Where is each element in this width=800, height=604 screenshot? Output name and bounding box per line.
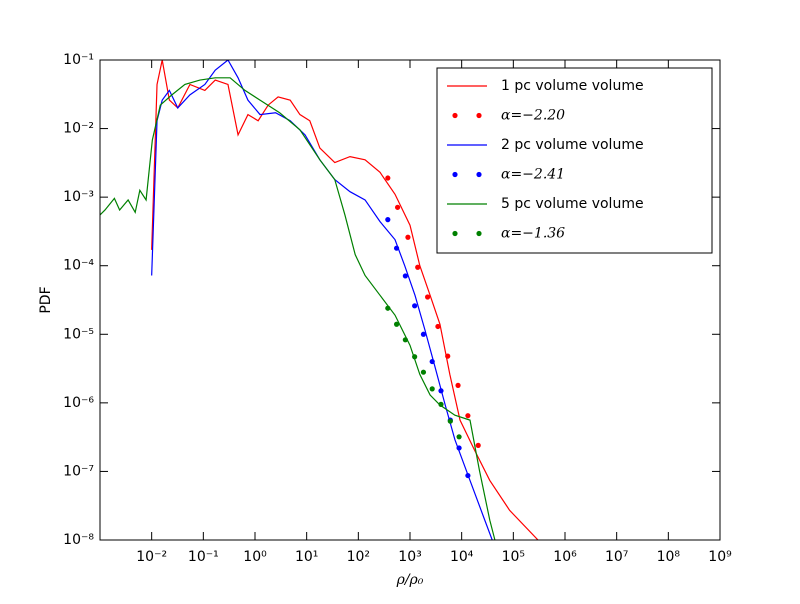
- y-tick-label: 10⁻⁸: [63, 532, 94, 548]
- fit-point: [456, 434, 462, 440]
- legend-marker: [476, 230, 482, 237]
- fit-point: [465, 472, 471, 479]
- x-tick-label: 10⁸: [657, 549, 681, 565]
- fit-point: [415, 264, 421, 270]
- fit-point: [412, 303, 418, 309]
- y-axis-label: PDF: [38, 286, 54, 313]
- legend-label: 2 pc volume volume: [501, 137, 644, 153]
- fit-point: [455, 382, 461, 388]
- x-tick-label: 10⁴: [450, 549, 474, 565]
- y-tick-label: 10⁻⁷: [63, 463, 94, 479]
- fit-point: [465, 413, 471, 419]
- fit-point: [424, 294, 431, 300]
- legend-marker: [452, 171, 458, 178]
- y-tick-label: 10⁻⁵: [63, 326, 94, 342]
- fit-point: [438, 388, 444, 394]
- data-line: [100, 77, 496, 540]
- fit-point: [393, 245, 400, 251]
- x-tick-label: 10⁵: [502, 549, 525, 565]
- fit-point: [402, 337, 408, 343]
- x-tick-label: 10⁷: [605, 549, 628, 565]
- x-tick-label: 10⁻¹: [188, 549, 219, 565]
- y-tick-label: 10⁻⁶: [63, 395, 94, 411]
- fit-point: [456, 445, 462, 451]
- legend: 1 pc volume volume α=−2.20 2 pc volume vol…: [436, 67, 713, 254]
- fit-point: [420, 331, 427, 337]
- fit-point: [405, 234, 411, 240]
- y-tick-label: 10⁻⁴: [63, 258, 94, 274]
- legend-box: [436, 67, 713, 254]
- x-tick-label: 10⁶: [553, 549, 577, 565]
- legend-label: α=−2.41: [501, 167, 565, 183]
- fit-point: [385, 217, 391, 223]
- plot-area: [100, 60, 539, 540]
- fit-point: [429, 358, 435, 365]
- fit-point: [394, 204, 401, 210]
- y-tick-label: 10⁻¹: [63, 52, 94, 68]
- legend-marker: [476, 171, 482, 178]
- fit-point: [447, 418, 453, 424]
- fit-point: [385, 305, 391, 311]
- x-tick-label: 10⁹: [708, 549, 732, 565]
- legend-label: 5 pc volume volume: [501, 196, 644, 212]
- legend-marker: [452, 112, 458, 119]
- x-axis-label: ρ/ρ₀: [396, 572, 424, 588]
- fit-point: [429, 386, 435, 392]
- fit-point: [420, 369, 427, 375]
- legend-label: α=−2.20: [501, 108, 565, 124]
- legend-label: α=−1.36: [501, 226, 565, 242]
- legend-marker: [452, 230, 458, 237]
- fit-point: [402, 273, 408, 279]
- fit-point: [475, 442, 481, 448]
- fit-point: [435, 323, 441, 330]
- x-tick-label: 10²: [347, 549, 370, 565]
- fit-point: [385, 175, 391, 181]
- x-tick-label: 10⁰: [243, 549, 267, 565]
- fit-point: [445, 353, 451, 359]
- y-tick-label: 10⁻²: [63, 121, 94, 137]
- fit-point: [438, 401, 444, 407]
- x-tick-label: 10³: [398, 549, 421, 565]
- data-line: [151, 60, 493, 540]
- fit-point: [412, 354, 418, 360]
- legend-label: 1 pc volume volume: [501, 78, 644, 94]
- y-tick-label: 10⁻³: [63, 189, 94, 205]
- x-tick-label: 10¹: [295, 549, 318, 565]
- legend-marker: [476, 112, 482, 119]
- fit-point: [393, 321, 400, 327]
- x-tick-label: 10⁻²: [136, 549, 167, 565]
